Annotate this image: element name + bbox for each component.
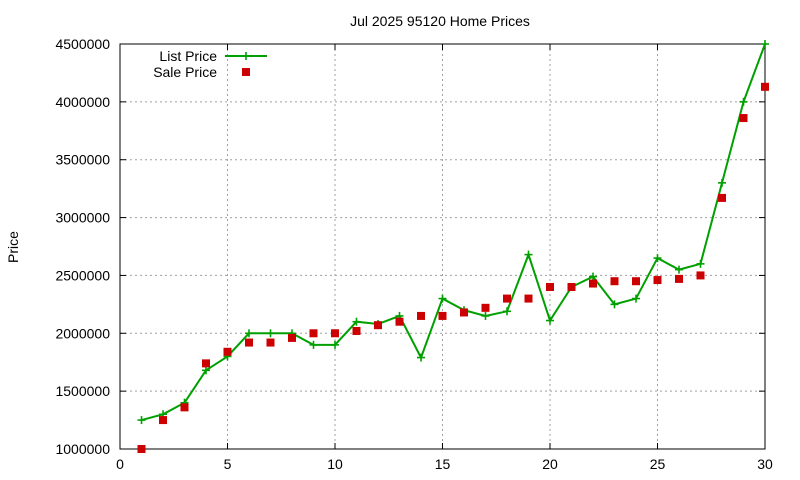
y-tick-label: 4000000 <box>55 94 110 110</box>
y-tick-label: 2000000 <box>55 325 110 341</box>
sale-price-point <box>245 338 253 347</box>
y-tick-label: 1000000 <box>55 441 110 457</box>
legend-marker <box>242 68 250 76</box>
x-tick-label: 20 <box>542 456 558 472</box>
sale-price-point <box>352 326 361 335</box>
list-price-point <box>718 178 726 187</box>
legend-label: Sale Price <box>153 64 217 80</box>
list-price-point <box>245 329 253 338</box>
list-price-point <box>417 353 425 362</box>
x-tick-label: 10 <box>327 456 343 472</box>
tick-labels: 0 5 10 15 20 25 30 1000000 1500000 2000000 2500000… <box>55 36 773 472</box>
list-price-point <box>632 294 640 303</box>
sale-price-point <box>567 283 576 291</box>
grid-lines <box>120 44 765 449</box>
sale-price-point <box>438 311 447 320</box>
list-price-point <box>352 317 361 326</box>
x-tick-label: 25 <box>650 456 666 472</box>
sale-price-point <box>331 329 339 338</box>
sale-price-point <box>266 338 275 347</box>
sale-price-point <box>589 279 597 288</box>
sale-price-point <box>546 283 554 291</box>
list-price-point <box>739 97 748 106</box>
list-price-point <box>331 340 339 349</box>
sale-price-point <box>739 114 748 123</box>
list-price-point <box>137 416 146 425</box>
sale-price-point <box>460 308 468 317</box>
legend-label: List Price <box>159 48 217 64</box>
sale-price-point <box>395 317 404 326</box>
sale-price-point <box>374 321 382 330</box>
x-tick-label: 5 <box>224 456 232 472</box>
sale-price-point <box>180 403 189 412</box>
series-group <box>137 40 769 453</box>
sale-price-point <box>223 347 232 356</box>
sale-price-point <box>202 359 210 368</box>
list-price-point <box>524 250 533 259</box>
sale-price-point <box>653 276 662 285</box>
sale-price-point <box>481 303 490 312</box>
list-price-point <box>761 40 769 48</box>
list-price-point <box>266 329 275 338</box>
legend-marker <box>242 52 250 60</box>
x-tick-label: 15 <box>435 456 451 472</box>
sale-price-point <box>309 329 318 338</box>
list-price-point <box>610 300 619 309</box>
list-price-point <box>481 311 490 320</box>
list-price-point <box>696 259 705 268</box>
chart-title: Jul 2025 95120 Home Prices <box>350 13 530 29</box>
list-price-point <box>309 340 318 349</box>
list-price-point <box>653 254 662 263</box>
sale-price-point <box>675 274 683 283</box>
sale-price-point <box>503 294 511 303</box>
sale-price-point <box>718 193 726 202</box>
y-tick-label: 3500000 <box>55 152 110 168</box>
x-tick-label: 0 <box>116 456 124 472</box>
sale-price-point <box>632 277 640 286</box>
list-price-point <box>675 265 683 274</box>
y-axis-label: Price <box>5 231 21 263</box>
axes <box>119 43 766 450</box>
sale-price-point <box>761 82 769 91</box>
y-tick-label: 4500000 <box>55 36 110 52</box>
list-price-point <box>546 316 554 325</box>
list-price-point <box>589 272 597 281</box>
sale-price-point <box>610 277 619 286</box>
sale-price-point <box>159 416 167 425</box>
y-tick-label: 1500000 <box>55 383 110 399</box>
y-tick-label: 3000000 <box>55 210 110 226</box>
y-tick-label: 2500000 <box>55 267 110 283</box>
x-tick-label: 30 <box>757 456 773 472</box>
list-price-line <box>141 43 766 422</box>
sale-price-point <box>696 271 705 280</box>
sale-price-point <box>137 445 146 453</box>
list-price-point <box>438 294 447 303</box>
list-price-point <box>503 307 511 316</box>
list-price-point <box>202 366 210 375</box>
sale-price-point <box>417 311 425 320</box>
sale-price-point <box>524 294 533 303</box>
sale-price-point <box>288 333 296 342</box>
